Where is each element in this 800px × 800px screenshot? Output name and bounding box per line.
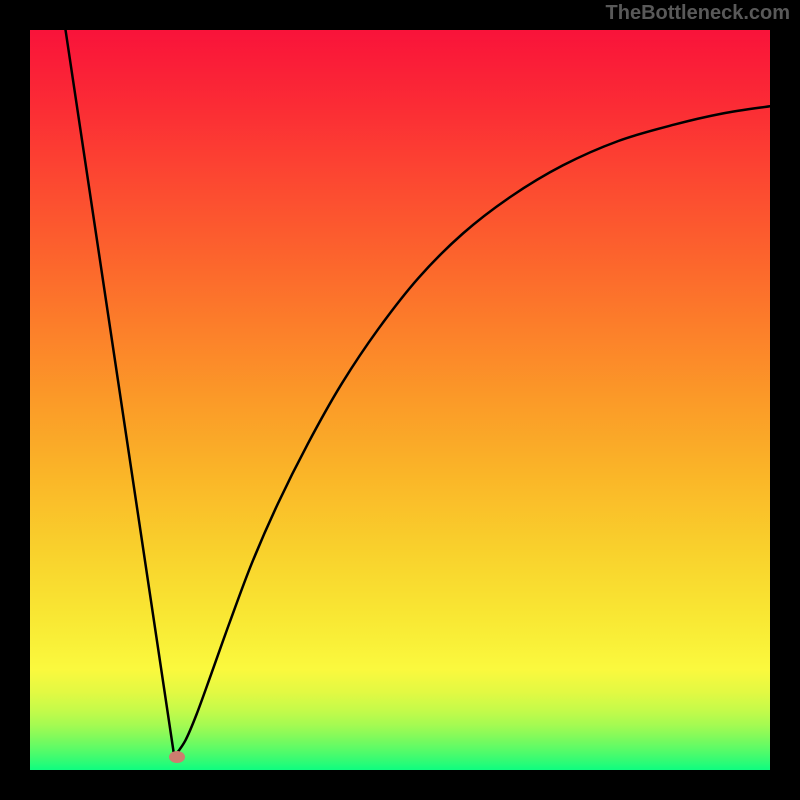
plot-area xyxy=(30,30,770,770)
chart-container: TheBottleneck.com xyxy=(0,0,800,800)
minimum-marker xyxy=(169,751,185,763)
curve-overlay xyxy=(30,30,770,770)
bottleneck-curve xyxy=(66,30,770,757)
watermark-text: TheBottleneck.com xyxy=(606,2,790,25)
